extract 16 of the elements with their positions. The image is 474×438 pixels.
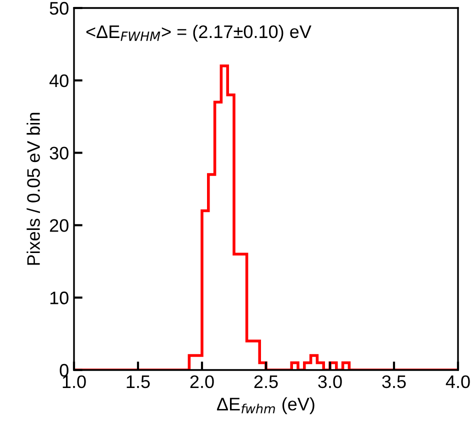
y-tick-label: 30: [50, 146, 68, 160]
y-tick-label: 20: [50, 219, 68, 232]
x-tick-label: 1.5: [126, 376, 150, 388]
x-tick-label: 4.0: [446, 375, 470, 388]
y-tick-label: 50: [50, 2, 68, 15]
x-tick-label: 3.5: [382, 375, 406, 388]
x-tick-label: 2.5: [254, 375, 278, 388]
y-tick-label: 10: [50, 292, 68, 304]
x-tick-label: 2.0: [190, 375, 214, 388]
y-tick-label: 40: [49, 74, 68, 88]
x-tick-label: 1.0: [62, 375, 86, 388]
x-axis-title: ΔE$_{fwhm}$ (eV): [216, 397, 314, 414]
y-tick-label: 0: [60, 364, 68, 377]
annotation: <ΔE$_{FWHM}$> = (2.17±0.10) eV: [86, 24, 312, 42]
y-axis-title: Pixels / 0.05 eV bin: [26, 112, 40, 265]
x-tick-label: 3.0: [318, 375, 342, 388]
